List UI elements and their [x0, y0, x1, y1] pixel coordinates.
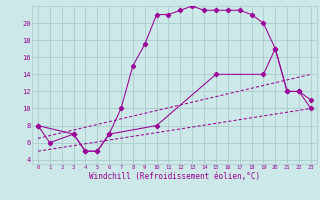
X-axis label: Windchill (Refroidissement éolien,°C): Windchill (Refroidissement éolien,°C) [89, 172, 260, 181]
